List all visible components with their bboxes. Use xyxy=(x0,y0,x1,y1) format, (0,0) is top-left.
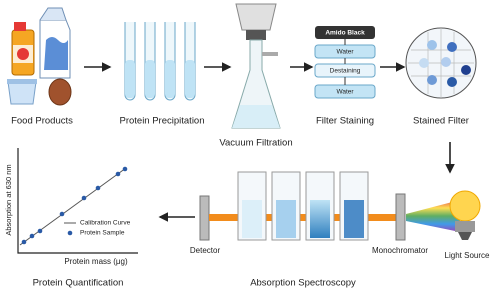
filtration-flask-part xyxy=(232,105,280,128)
stained-filter-part xyxy=(427,40,437,50)
filtration-flask-part xyxy=(246,30,266,40)
stained-filter-part xyxy=(447,77,457,87)
axis-label: Absorption at 630 nm xyxy=(4,164,13,235)
step-label: Protein Precipitation xyxy=(119,116,204,127)
calibration-graph-part-part xyxy=(81,195,87,201)
test-tubes xyxy=(124,22,196,101)
spectrometer-part xyxy=(455,221,475,232)
spectrometer-part xyxy=(199,195,210,241)
calibration-graph-part-part xyxy=(122,166,128,172)
stained-filter-part xyxy=(461,65,471,75)
axis-label: Protein mass (μg) xyxy=(64,257,128,266)
spectrometer-part xyxy=(310,200,330,238)
stained-filter xyxy=(405,27,477,99)
calibration-graph-part xyxy=(17,148,138,254)
spectrometer-part xyxy=(344,200,364,238)
stained-filter-part xyxy=(427,75,437,85)
calibration-graph-part-part xyxy=(37,228,43,234)
step-label: Absorption Spectroscopy xyxy=(250,278,356,289)
food-icons-part xyxy=(48,78,72,106)
calibration-graph-part xyxy=(67,230,73,236)
legend-entry: Calibration Curve xyxy=(80,220,131,227)
food-icons-part xyxy=(14,22,26,31)
legend-entry: Protein Sample xyxy=(80,230,125,237)
spectrometer-part xyxy=(406,200,460,232)
filtration-flask-part xyxy=(262,52,278,56)
spectrometer-part xyxy=(242,200,262,238)
stained-filter-part xyxy=(441,57,451,67)
stained-filter-part xyxy=(447,42,457,52)
test-tubes-part xyxy=(125,60,135,98)
calibration-graph-part-part xyxy=(29,233,35,239)
component-label: Detector xyxy=(190,246,221,255)
step-label: Vacuum Filtration xyxy=(219,138,292,149)
step-label: Food Products xyxy=(11,116,73,127)
spectrometer xyxy=(199,171,481,241)
staining-dishes xyxy=(314,26,376,99)
component-label: Monochromator xyxy=(372,246,428,255)
filtration-flask-part xyxy=(235,3,277,31)
layer-label: Water xyxy=(336,49,354,56)
test-tubes-part xyxy=(185,60,195,98)
component-label: Light Source xyxy=(445,251,490,260)
filtration-flask xyxy=(231,3,281,129)
layer-label: Destaining xyxy=(330,68,361,75)
calibration-graph-part-part xyxy=(95,185,101,191)
test-tubes-part xyxy=(165,60,175,98)
step-label: Protein Quantification xyxy=(33,278,124,289)
step-label: Stained Filter xyxy=(413,116,469,127)
layer-label: Amido Black xyxy=(325,30,365,37)
calibration-graph-part-part xyxy=(59,211,65,217)
food-icons-part xyxy=(39,7,67,21)
spectrometer-part xyxy=(209,214,399,221)
test-tubes-part xyxy=(145,60,155,98)
food-icons xyxy=(7,7,72,106)
staining-dishes-part xyxy=(315,26,375,39)
food-icons-part xyxy=(7,81,37,105)
calibration-graph xyxy=(17,148,138,254)
spectrometer-part xyxy=(458,232,472,240)
food-icons-part xyxy=(17,48,29,60)
food-icons-part xyxy=(7,79,37,84)
spectrometer-part xyxy=(449,190,481,222)
layer-label: Water xyxy=(336,89,354,96)
calibration-graph-part-part xyxy=(21,239,27,245)
spectrometer-part xyxy=(276,200,296,238)
calibration-graph-part-part xyxy=(115,171,121,177)
calibration-graph-part xyxy=(21,166,128,245)
stained-filter-part xyxy=(419,58,429,68)
spectrometer-part xyxy=(395,193,406,241)
step-label: Filter Staining xyxy=(316,116,374,127)
food-icons-part xyxy=(44,37,68,70)
calibration-graph-part xyxy=(19,167,127,246)
